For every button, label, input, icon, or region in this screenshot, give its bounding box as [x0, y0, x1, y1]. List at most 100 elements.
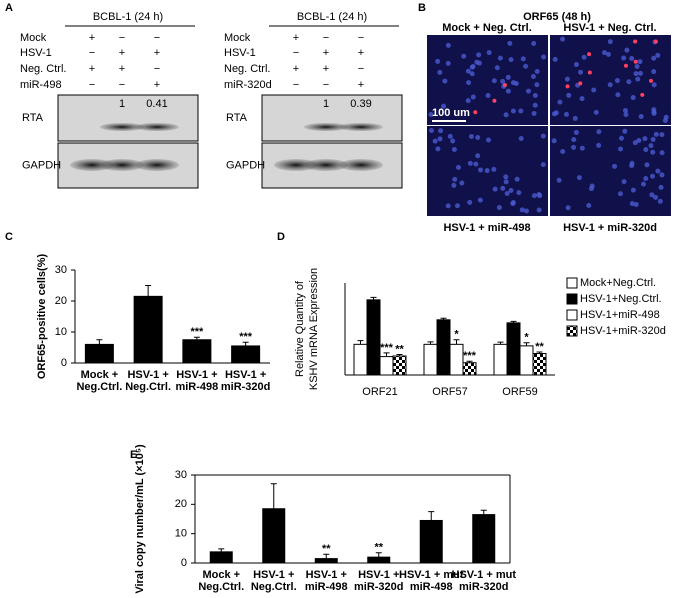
orf65-cell: [502, 83, 507, 88]
cell: [475, 153, 481, 159]
cell: [450, 138, 456, 144]
cell: [619, 135, 625, 141]
cell: [497, 55, 503, 61]
cell: [500, 78, 506, 84]
cell: [492, 186, 498, 192]
cell: [578, 69, 584, 75]
significance: ***: [380, 342, 394, 354]
cell: [588, 186, 594, 192]
cell: [563, 111, 569, 117]
bar: [462, 362, 477, 376]
micro-title: ORF65 (48 h): [523, 11, 591, 23]
significance: *: [454, 329, 459, 341]
cell: [442, 78, 448, 84]
panel-caption: HSV-1 + miR-320d: [563, 222, 657, 234]
cell: [648, 143, 654, 149]
band: [304, 159, 348, 171]
cell: [518, 136, 524, 142]
x-tick-label: Mock +: [202, 569, 240, 581]
orf65-cell: [565, 84, 570, 89]
x-tick-label: HSV-1 +: [253, 569, 294, 581]
cell: [633, 71, 639, 77]
cell: [659, 132, 665, 138]
cell: [445, 42, 451, 48]
y-tick-label: 20: [175, 498, 187, 510]
cell: [435, 146, 441, 152]
band-label: GAPDH: [22, 159, 61, 171]
sign: −: [358, 32, 364, 44]
x-tick-label: Mock +: [81, 369, 119, 381]
cell: [579, 96, 585, 102]
sign: −: [89, 79, 95, 91]
cell: [573, 129, 579, 135]
cell: [572, 115, 578, 121]
cell: [536, 192, 542, 198]
error-bar: [242, 341, 249, 346]
y-axis-label: KSHV mRNA Expression: [308, 268, 320, 390]
orf65-cell: [587, 70, 592, 75]
bar: [379, 356, 394, 376]
legend-label: HSV-1+miR-320d: [580, 325, 666, 337]
sign: −: [323, 32, 329, 44]
band: [339, 123, 383, 131]
cell: [508, 188, 514, 194]
cell: [637, 70, 643, 76]
cell: [428, 112, 434, 118]
cell: [649, 192, 655, 198]
cell: [591, 87, 597, 93]
error-bar: [270, 483, 277, 509]
cell: [618, 146, 624, 152]
significance: ***: [239, 331, 253, 343]
error-bar: [383, 352, 390, 357]
sign: +: [89, 63, 95, 75]
x-tick-label: ORF57: [432, 386, 467, 398]
sign: −: [293, 47, 299, 59]
cell: [581, 54, 587, 60]
cell: [516, 190, 522, 196]
sign: +: [293, 63, 299, 75]
band: [304, 123, 348, 131]
scale-label: 100 um: [432, 107, 470, 119]
cell: [514, 176, 520, 182]
panel-label: A: [5, 2, 13, 14]
cell: [630, 187, 636, 193]
cell: [629, 56, 635, 62]
bar: [367, 556, 391, 564]
blot-image: [261, 94, 403, 142]
sign: −: [89, 47, 95, 59]
panel-label: D: [277, 231, 285, 243]
orf65-cell: [473, 110, 478, 115]
cell: [560, 148, 566, 154]
cell: [653, 131, 659, 137]
cell: [486, 50, 492, 56]
bar: [231, 345, 261, 364]
cell: [496, 205, 502, 211]
cell: [494, 65, 500, 71]
sign: +: [89, 32, 95, 44]
cell: [510, 108, 516, 114]
cell: [518, 108, 524, 114]
cell: [564, 76, 570, 82]
sign: +: [119, 63, 125, 75]
significance: **: [374, 542, 383, 554]
band: [339, 159, 383, 171]
cell: [617, 191, 623, 197]
band: [135, 123, 179, 131]
cell: [614, 78, 620, 84]
cell: [469, 71, 475, 77]
cell: [467, 199, 473, 205]
cell: [428, 128, 434, 134]
sign: −: [154, 32, 160, 44]
cell: [508, 57, 514, 63]
sign: +: [119, 47, 125, 59]
y-tick-label: 20: [55, 295, 67, 307]
bar: [182, 339, 212, 364]
cell: [435, 58, 441, 64]
cell: [566, 92, 572, 98]
cell: [454, 203, 460, 209]
y-axis-label: Viral copy number/mL (×10⁵): [134, 444, 146, 594]
sign: −: [154, 63, 160, 75]
x-tick-label: ORF21: [362, 386, 397, 398]
cell: [607, 82, 613, 88]
quantification: 0.41: [146, 98, 167, 110]
